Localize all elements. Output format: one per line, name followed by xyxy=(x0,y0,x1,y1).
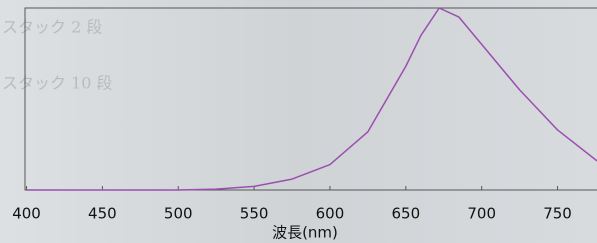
x-tick-label: 750 xyxy=(543,205,572,223)
x-tick-label: 550 xyxy=(240,205,269,223)
x-tick-label: 450 xyxy=(88,205,117,223)
annotation: スタック 2 段 xyxy=(2,18,102,37)
x-tick-label: 650 xyxy=(392,205,421,223)
x-tick-label: 400 xyxy=(12,205,41,223)
x-tick-label: 600 xyxy=(316,205,345,223)
x-axis-label: 波長(nm) xyxy=(272,224,338,242)
chart: スタック 2 段 スタック 10 段 波長(nm) 400 450 500 550 60… xyxy=(0,0,597,243)
annotation: スタック 10 段 xyxy=(2,74,113,93)
x-tick-label: 500 xyxy=(164,205,193,223)
x-tick-label: 700 xyxy=(467,205,496,223)
